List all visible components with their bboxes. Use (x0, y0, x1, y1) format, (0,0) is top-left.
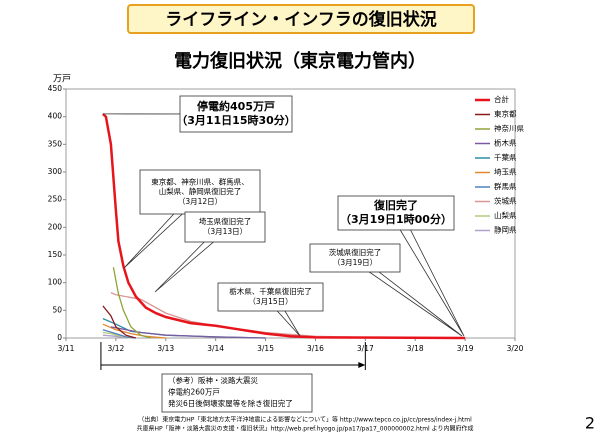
y-tick-label: 200 (48, 222, 63, 231)
callout-text: 埼玉県復旧完了 (199, 216, 252, 226)
y-tick-label: 0 (57, 333, 62, 342)
y-tick-label: 250 (48, 195, 63, 204)
y-tick-label: 100 (48, 278, 63, 287)
callout-text: （3月12日） (178, 197, 222, 206)
legend-label: 茨城県 (494, 196, 517, 206)
page-number: 2 (585, 414, 595, 433)
callout-pointer (389, 212, 465, 337)
series-line (102, 305, 136, 339)
series-line (102, 329, 136, 339)
x-tick-label: 3/11 (58, 344, 75, 353)
x-tick-label: 3/18 (407, 344, 424, 353)
arrow-head (358, 362, 366, 368)
series-line (110, 326, 266, 339)
callout-box (184, 211, 266, 243)
reference-text: （参考）阪神・淡路大震災 (168, 375, 258, 385)
legend-label: 千葉県 (494, 152, 517, 162)
x-tick-label: 3/12 (107, 344, 124, 353)
y-tick-label: 50 (52, 305, 62, 314)
series-line (102, 112, 466, 340)
legend-label: 山梨県 (494, 210, 517, 220)
callout-text: （3月19日） (333, 258, 377, 267)
legend-label: 群馬県 (494, 181, 517, 191)
callout-text: 栃木県、千葉県復旧完了 (229, 286, 312, 296)
x-tick-label: 3/15 (257, 344, 274, 353)
legend-label: 合計 (494, 94, 509, 104)
y-tick-label: 300 (48, 167, 63, 176)
callout-text: 復旧完了 (373, 198, 418, 212)
callout-text: 山梨県、静岡県復旧完了 (159, 186, 242, 196)
x-tick-label: 3/20 (507, 344, 524, 353)
callout-box (139, 169, 261, 215)
x-tick-label: 3/19 (457, 344, 474, 353)
header-title: ライフライン・インフラの復旧状況 (165, 9, 437, 30)
y-tick-label: 150 (48, 250, 63, 259)
y-axis-label: 万戸 (53, 74, 71, 85)
y-tick-label: 450 (48, 84, 63, 93)
legend-label: 栃木県 (494, 138, 517, 148)
footnote: 兵庫県HP「阪神・淡路大震災の支援・復旧状況」http://web.pref.h… (136, 425, 473, 433)
x-tick-label: 3/16 (307, 344, 324, 353)
callout-box (179, 95, 293, 133)
x-tick-label: 3/14 (207, 344, 224, 353)
legend-label: 埼玉県 (494, 167, 517, 177)
series-line (102, 323, 166, 339)
callout-text: （3月19日1時00分） (340, 212, 452, 226)
y-tick-label: 350 (48, 139, 63, 148)
x-tick-label: 3/13 (157, 344, 174, 353)
y-tick-label: 400 (48, 112, 63, 121)
callout-text: 東京都、神奈川県、群馬県、 (151, 176, 249, 186)
series-line (102, 334, 127, 339)
plot-frame (65, 88, 516, 339)
header-box (127, 4, 475, 34)
legend-label: 神奈川県 (494, 123, 524, 133)
footnote: （出典）東京電力HP「東北地方太平洋沖地震による影響などについて」等 http:… (138, 416, 472, 424)
callout-text: （3月11日15時30分） (176, 113, 296, 127)
callout-box (217, 282, 324, 312)
legend-label: 静岡県 (494, 225, 517, 235)
callout-text: （3月15日） (248, 297, 292, 306)
reference-text: 発災6日後倒壊家屋等を除き復旧完了 (168, 398, 293, 408)
callout-text: 停電約405万戸 (197, 99, 275, 113)
chart-title: 電力復旧状況（東京電力管内） (174, 50, 426, 72)
callout-text: （3月13日） (203, 227, 247, 236)
callout-box (309, 243, 401, 273)
series-line (112, 267, 151, 339)
reference-text: 停電約260万戸 (168, 387, 220, 397)
reference-box (161, 373, 313, 413)
callout-box (337, 195, 455, 231)
callout-text: 茨城県復旧完了 (329, 247, 382, 257)
legend-label: 東京都 (494, 109, 517, 119)
